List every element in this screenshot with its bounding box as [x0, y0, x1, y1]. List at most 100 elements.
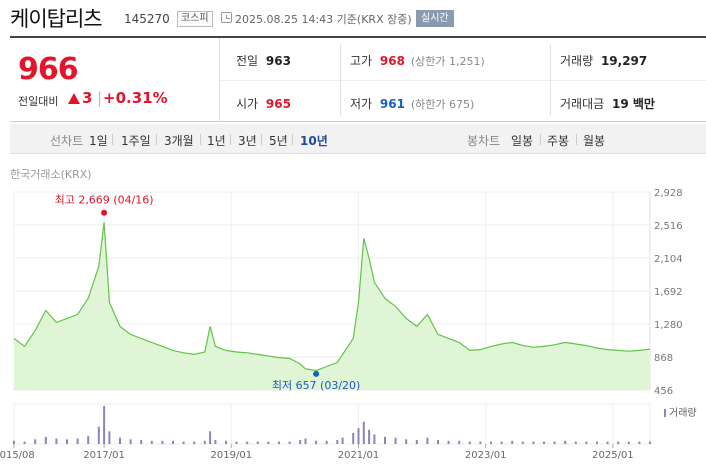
y-tick-label: 1,280 [654, 320, 683, 331]
low-value: 961 [379, 97, 405, 111]
high-value: 968 [379, 54, 405, 68]
period-tabbar: 선차트 1일 1주일 3개월 1년 3년 5년 10년 봉차트 일봉 주봉 월봉 [10, 124, 706, 154]
volume-bar [13, 440, 15, 444]
candle-chart-title: 봉차트 [467, 134, 501, 148]
low-label: 저가 [350, 97, 373, 111]
volume-bar [299, 440, 302, 444]
volume-bar [55, 438, 58, 444]
tab-1y[interactable]: 1년 [207, 134, 226, 148]
tab-divider [156, 134, 157, 145]
volume-bar [150, 440, 153, 444]
volume-bar [87, 436, 90, 444]
x-tick-label: 2021/01 [338, 450, 380, 461]
volume-bar [543, 441, 545, 444]
stock-header: 케이탑리츠 145270 코스피 2025.08.25 14:43 기준(KRX… [0, 0, 706, 36]
x-tick-label: 2015/08 [0, 450, 35, 461]
row-divider [220, 80, 706, 81]
volume: 거래량 19,297 [560, 52, 647, 69]
volume-bar [193, 441, 196, 444]
prev-close-label: 전일 [236, 54, 259, 68]
volume-bar [103, 406, 106, 444]
tab-divider [576, 134, 577, 145]
tab-divider [261, 134, 262, 145]
volume-bar [500, 441, 503, 444]
volume-value: 19,297 [600, 54, 648, 68]
volume-bar [66, 439, 68, 445]
tab-divider [292, 134, 293, 145]
volume-bar [214, 440, 217, 444]
prev-close: 전일 963 [236, 52, 291, 69]
volume-bar [357, 428, 360, 444]
volume-bar [336, 440, 339, 444]
tab-1d[interactable]: 1일 [89, 134, 108, 148]
stock-code: 145270 [124, 12, 170, 26]
volume-bar [426, 437, 429, 444]
tab-1w[interactable]: 1주일 [121, 134, 151, 148]
open-value: 965 [265, 97, 291, 111]
volume-bar [44, 436, 47, 444]
volume-bar [278, 441, 280, 444]
volume-bar [352, 432, 355, 444]
max-marker [101, 209, 108, 216]
exchange-label: 한국거래소(KRX) [10, 168, 92, 181]
y-tick-label: 868 [654, 353, 673, 364]
volume-bar [129, 439, 132, 445]
lower-limit: (하한가 675) [410, 98, 475, 111]
volume-bar [325, 440, 328, 444]
volume-bar [341, 437, 344, 444]
volume-bar [108, 431, 111, 444]
price-block: 966 전일대비 3 | +0.31% [10, 38, 220, 122]
volume-bar [511, 440, 514, 444]
volume-bar [468, 441, 471, 444]
price-area [14, 222, 650, 390]
volume-bar [76, 438, 79, 444]
trade-amount: 거래대금 19 백만 [560, 95, 655, 112]
tab-3y[interactable]: 3년 [238, 134, 257, 148]
volume-bar [235, 441, 238, 444]
price-line [13, 222, 651, 372]
market-badge: 코스피 [177, 11, 213, 27]
realtime-button[interactable]: 실시간 [416, 10, 454, 27]
high-label: 고가 [350, 54, 373, 68]
volume-bar [288, 441, 291, 444]
change-label: 전일대비 [18, 95, 59, 108]
tab-5y[interactable]: 5년 [269, 134, 288, 148]
volume-label: 거래량 [560, 54, 594, 68]
volume-bar [34, 439, 37, 445]
volume-bar [606, 441, 609, 444]
y-tick-label: 2,516 [654, 221, 683, 232]
open-price: 시가 965 [236, 95, 291, 112]
tab-monthly[interactable]: 월봉 [583, 134, 606, 148]
y-tick-label: 2,104 [654, 254, 683, 265]
change-divider: | [97, 89, 103, 107]
tab-10y[interactable]: 10년 [300, 134, 328, 148]
volume-bar [225, 440, 227, 444]
volume-bar [362, 421, 365, 444]
current-price: 966 [18, 52, 79, 87]
volume-bar [368, 429, 371, 445]
low-price: 저가 961 (하한가 675) [350, 95, 474, 112]
tab-divider [540, 134, 541, 145]
up-triangle-icon [68, 93, 80, 104]
x-tick-label: 2019/01 [211, 450, 253, 461]
y-tick-label: 1,692 [654, 287, 683, 298]
volume-bar [521, 441, 524, 444]
change-value: 3 [82, 89, 93, 107]
volume-bar [479, 441, 482, 444]
volume-bar [627, 441, 630, 444]
price-chart[interactable]: 2,928 2,516 2,104 1,692 1,280 868 456 최고 2,669 … [0, 180, 706, 475]
volume-bar [315, 440, 318, 444]
volume-bar [553, 441, 556, 444]
clock-icon [221, 12, 232, 23]
tab-3m[interactable]: 3개월 [164, 134, 194, 148]
volume-bar [585, 441, 588, 444]
tab-daily[interactable]: 일봉 [511, 134, 534, 148]
stock-name: 케이탑리츠 [10, 7, 103, 31]
volume-bar [23, 441, 26, 444]
tab-divider [200, 134, 201, 145]
volume-bar [415, 440, 418, 444]
tab-weekly[interactable]: 주봉 [547, 134, 570, 148]
volume-bar [203, 440, 206, 444]
column-divider [550, 44, 551, 116]
volume-bar [119, 437, 121, 444]
